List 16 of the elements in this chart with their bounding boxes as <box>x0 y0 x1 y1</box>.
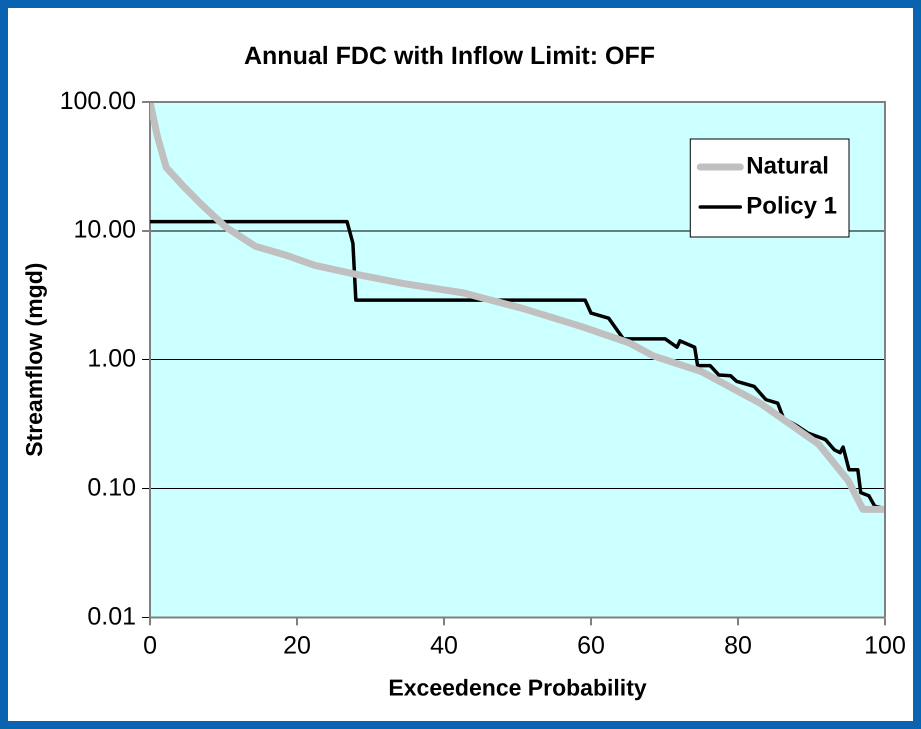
y-tick-label: 10.00 <box>74 216 136 244</box>
x-tick-label: 20 <box>283 631 311 660</box>
y-tick-label: 0.10 <box>87 473 136 502</box>
chart-title: Annual FDC with Inflow Limit: OFF <box>244 42 656 70</box>
y-tick-label: 100.00 <box>60 86 136 115</box>
x-tick-label: 40 <box>430 631 458 660</box>
x-tick-label: 100 <box>864 631 906 660</box>
legend-label: Policy 1 <box>746 192 838 220</box>
y-tick-label: 0.01 <box>87 602 136 630</box>
legend-label: Natural <box>746 152 829 180</box>
x-tick-label: 0 <box>143 631 158 660</box>
x-tick-label: 80 <box>724 631 752 660</box>
y-axis-title: Streamflow (mgd) <box>21 262 48 457</box>
y-tick-label: 1.00 <box>87 344 136 373</box>
x-axis-title: Exceedence Probability <box>388 674 647 701</box>
x-tick-label: 60 <box>577 631 605 660</box>
